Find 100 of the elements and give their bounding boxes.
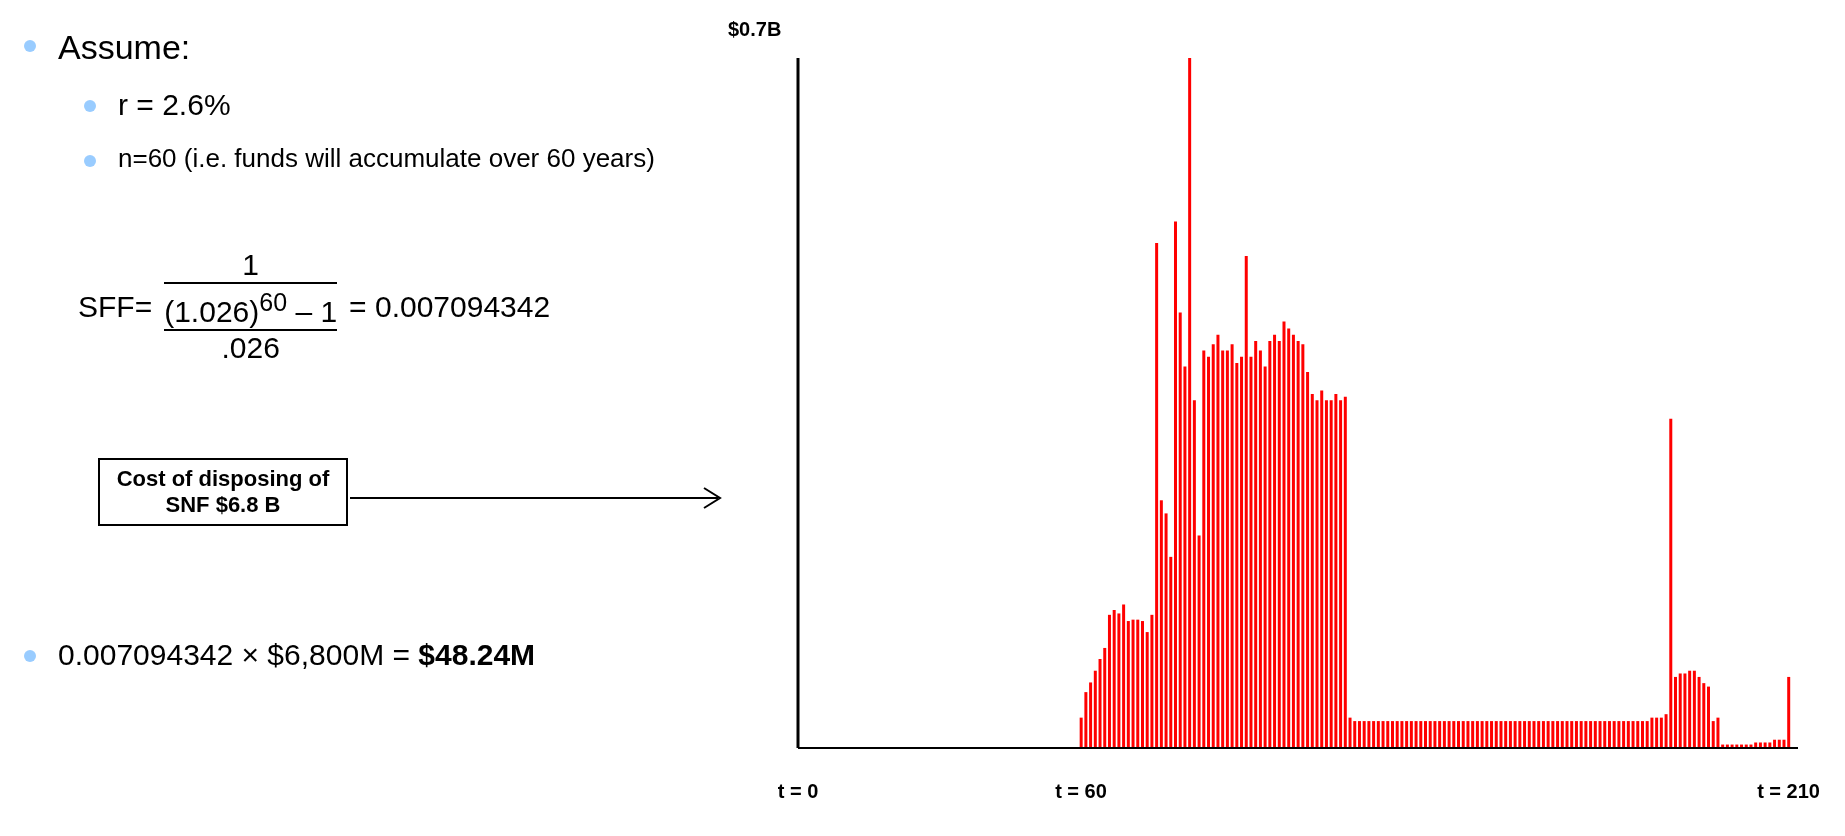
bar bbox=[1541, 721, 1545, 748]
bar bbox=[1570, 721, 1574, 748]
bar bbox=[1414, 721, 1418, 748]
bar bbox=[1381, 721, 1385, 748]
bar bbox=[1707, 686, 1711, 748]
bar bbox=[1225, 350, 1229, 748]
bar bbox=[1494, 721, 1498, 748]
bar bbox=[1612, 721, 1616, 748]
bar bbox=[1683, 673, 1687, 748]
bar bbox=[1669, 418, 1673, 748]
bar bbox=[1471, 721, 1475, 748]
bar bbox=[1692, 670, 1696, 748]
bar bbox=[1324, 400, 1328, 748]
bar bbox=[1155, 242, 1159, 748]
bar bbox=[1310, 394, 1314, 748]
bar bbox=[1457, 721, 1461, 748]
bar bbox=[1174, 221, 1177, 748]
text: Assume: bbox=[58, 28, 191, 66]
bar bbox=[1207, 356, 1211, 748]
bar bbox=[1551, 721, 1555, 748]
x-tick-label: t = 210 bbox=[1757, 780, 1820, 803]
bar bbox=[1655, 717, 1659, 748]
bar bbox=[1136, 619, 1140, 748]
bar bbox=[1202, 350, 1206, 748]
bar bbox=[1126, 621, 1130, 748]
bar bbox=[1216, 334, 1220, 748]
x-tick-label: t = 0 bbox=[777, 780, 819, 803]
bar bbox=[1192, 400, 1196, 748]
bar bbox=[1433, 721, 1437, 748]
bar bbox=[1475, 721, 1479, 748]
bar bbox=[1400, 721, 1404, 748]
bar bbox=[1480, 721, 1484, 748]
bar bbox=[1287, 328, 1291, 748]
bar bbox=[1334, 394, 1338, 748]
bar bbox=[1508, 721, 1512, 748]
bar bbox=[1140, 621, 1144, 748]
bar bbox=[1527, 721, 1531, 748]
bar bbox=[1221, 350, 1225, 748]
bar bbox=[1598, 721, 1602, 748]
bar bbox=[1523, 721, 1527, 748]
bar bbox=[1159, 500, 1163, 748]
bar bbox=[1254, 340, 1258, 748]
bar bbox=[1419, 721, 1423, 748]
text: .026 bbox=[221, 331, 280, 364]
bar bbox=[1631, 721, 1635, 748]
bar bbox=[1537, 721, 1541, 748]
text: r = 2.6% bbox=[118, 88, 231, 121]
bar bbox=[1348, 717, 1352, 748]
bar bbox=[1424, 721, 1427, 748]
bar bbox=[1650, 717, 1654, 748]
bar bbox=[1244, 256, 1248, 748]
bar bbox=[1645, 721, 1649, 748]
bar bbox=[1452, 721, 1456, 748]
bar bbox=[1584, 721, 1588, 748]
bar bbox=[1697, 676, 1701, 748]
bar bbox=[1376, 721, 1380, 748]
bar bbox=[1112, 610, 1116, 748]
bar bbox=[1409, 721, 1413, 748]
bar bbox=[1405, 721, 1409, 748]
bar bbox=[1674, 676, 1677, 748]
bar bbox=[1485, 721, 1489, 748]
bar bbox=[1282, 321, 1286, 748]
bar bbox=[1532, 721, 1536, 748]
bar bbox=[1466, 721, 1470, 748]
bar bbox=[1372, 721, 1376, 748]
bar bbox=[1442, 721, 1446, 748]
bar bbox=[1131, 619, 1135, 748]
bar bbox=[1518, 721, 1522, 748]
bar bbox=[1428, 721, 1432, 748]
bar bbox=[1357, 721, 1361, 748]
bar bbox=[1579, 721, 1583, 748]
bar bbox=[1716, 717, 1720, 748]
bar bbox=[1499, 721, 1503, 748]
bar bbox=[1504, 721, 1508, 748]
bar bbox=[1688, 670, 1692, 748]
bar bbox=[1122, 604, 1126, 748]
bar bbox=[1353, 721, 1357, 748]
bar bbox=[1787, 676, 1791, 748]
bar bbox=[1117, 613, 1121, 748]
bar bbox=[1230, 344, 1234, 748]
bar bbox=[1574, 721, 1578, 748]
bar bbox=[1093, 670, 1097, 748]
text: n=60 (i.e. funds will accumulate over 60 years) bbox=[118, 143, 655, 173]
text: = 0.007094342 bbox=[349, 289, 551, 324]
bar bbox=[1240, 356, 1244, 748]
bar bbox=[1089, 682, 1093, 748]
bar bbox=[1626, 721, 1630, 748]
bar bbox=[1320, 390, 1324, 748]
bar bbox=[1390, 721, 1394, 748]
bar bbox=[1513, 721, 1517, 748]
bar bbox=[1188, 58, 1192, 748]
bar bbox=[1258, 350, 1262, 748]
text: Cost of disposing of SNF $6.8 B bbox=[116, 466, 330, 517]
bar bbox=[1607, 721, 1611, 748]
bar bbox=[1546, 721, 1550, 748]
bar bbox=[1556, 721, 1560, 748]
bar bbox=[1636, 721, 1640, 748]
bar bbox=[1622, 721, 1626, 748]
bar bbox=[1273, 334, 1277, 748]
bar bbox=[1367, 721, 1371, 748]
